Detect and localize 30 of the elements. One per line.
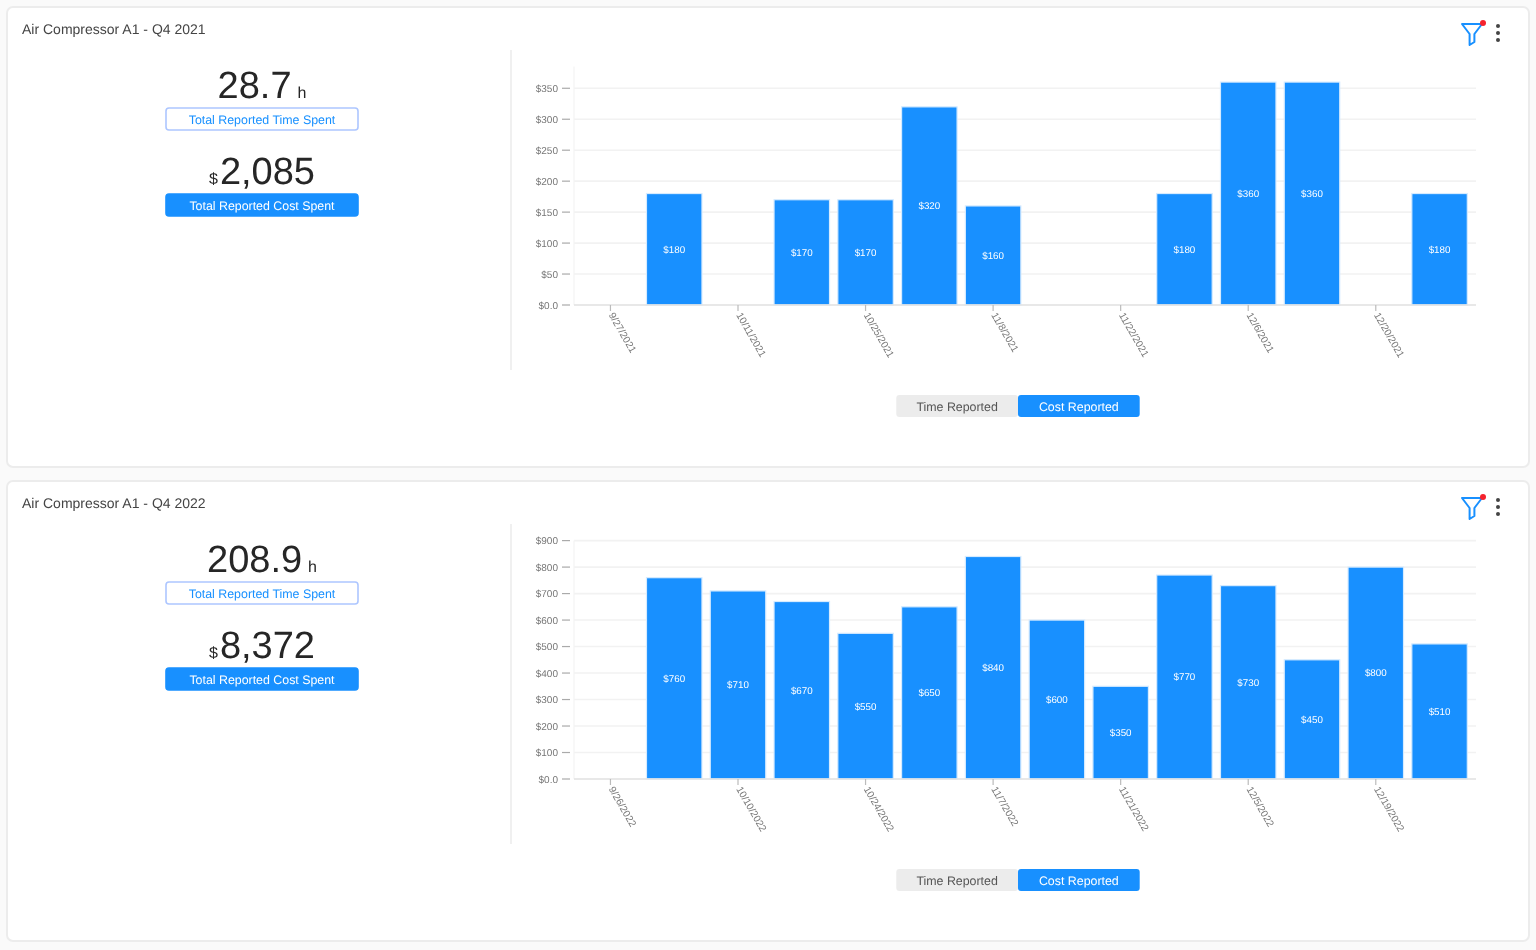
bar [1219, 81, 1277, 306]
text: $ [209, 644, 219, 662]
bar [1156, 574, 1213, 780]
bar [837, 199, 894, 306]
bar [773, 600, 831, 780]
bar [1411, 192, 1468, 306]
bar [1219, 585, 1277, 780]
text: 8,372 [219, 626, 315, 668]
bar [837, 632, 894, 780]
bar [645, 577, 703, 780]
bar [964, 205, 1022, 306]
text: 208.9 [207, 540, 303, 582]
bar [1028, 619, 1086, 780]
bar [1283, 81, 1341, 306]
bar [900, 106, 958, 306]
bar [645, 192, 703, 306]
text: 2,085 [219, 152, 315, 194]
bar [1283, 659, 1341, 780]
bar [1156, 192, 1213, 306]
text: $ [209, 170, 219, 188]
bar [709, 590, 767, 780]
bar [1092, 685, 1150, 780]
text: h [308, 558, 317, 576]
text: h [297, 84, 307, 102]
bar [1347, 566, 1405, 780]
bar [773, 199, 831, 306]
bar [900, 606, 958, 780]
text: 28.7 [217, 66, 292, 108]
bar [1411, 643, 1468, 780]
bar [964, 555, 1022, 780]
